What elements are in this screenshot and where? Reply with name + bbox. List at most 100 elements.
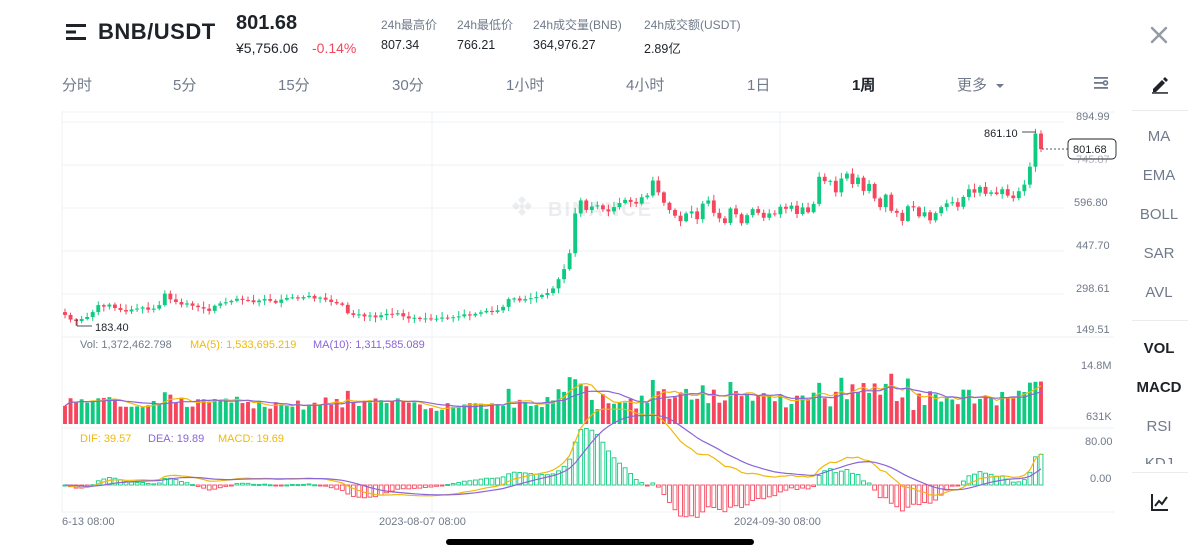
macd-histogram-bar (262, 483, 268, 486)
candle-body (617, 203, 622, 208)
macd-histogram-bar (911, 484, 916, 505)
macd-histogram-bar (389, 484, 395, 492)
indicator-vol[interactable]: VOL (1143, 340, 1175, 357)
volume-bar (806, 399, 811, 424)
candle-body (944, 203, 949, 208)
candle-body (972, 189, 977, 193)
indicator-rsi[interactable]: RSI (1146, 418, 1172, 435)
macd-histogram-bar (1027, 471, 1033, 486)
stat-label-24h-volume: 24h成交量(BNB) (533, 18, 622, 32)
volume-bar (989, 398, 994, 424)
candle-body (301, 297, 306, 299)
macd-histogram-bar (700, 484, 706, 513)
candlestick-series (63, 128, 1043, 326)
candle-body (1027, 166, 1032, 185)
macd-dif-legend: DIF: 39.57 (80, 433, 131, 445)
volume-bar (240, 403, 245, 424)
candle-body (978, 186, 982, 193)
macd-histogram-bar (960, 480, 966, 486)
tab-interval-1h[interactable]: 1小时 (506, 77, 545, 94)
volume-bar (218, 399, 223, 424)
macd-histogram-bar (428, 484, 434, 488)
close-icon[interactable] (1146, 22, 1172, 48)
current-price-tag[interactable]: 801.68 (1067, 138, 1117, 160)
volume-bar (767, 395, 772, 424)
candle-body (401, 313, 406, 317)
macd-histogram-bar (162, 478, 168, 486)
kline-chart[interactable]: BINANCE 861.10 183.40 801.68 894.99 745.… (0, 0, 1125, 535)
volume-bar (440, 409, 445, 424)
indicator-boll[interactable]: BOLL (1139, 206, 1179, 223)
candle-body (495, 310, 500, 313)
candle-body (1016, 191, 1021, 199)
macd-histogram-bar (306, 483, 312, 486)
candle-body (323, 297, 328, 300)
volume-bar (623, 402, 628, 424)
volume-bar (1011, 397, 1016, 424)
menu-icon[interactable] (64, 20, 88, 44)
macd-histogram-bar (672, 484, 678, 511)
candle-body (190, 303, 195, 306)
volume-bar (434, 410, 439, 424)
settings-icon[interactable] (1092, 74, 1110, 92)
volume-bar (74, 402, 79, 424)
candle-body (490, 310, 494, 313)
tab-interval-1w[interactable]: 1周 (852, 77, 876, 94)
home-indicator[interactable] (446, 539, 754, 545)
volume-bar (190, 406, 195, 424)
macd-histogram-bar (844, 469, 850, 486)
volume-bar (68, 398, 73, 424)
volume-bar (750, 400, 755, 424)
candle-body (528, 298, 533, 300)
candle-body (484, 310, 489, 313)
volume-bar (323, 397, 328, 424)
candle-body (667, 202, 672, 210)
macd-histogram-bar (295, 484, 301, 487)
volume-bar (778, 394, 783, 424)
tab-interval-5m[interactable]: 5分 (173, 77, 197, 94)
volume-bar (673, 397, 677, 424)
volume-bar (939, 401, 944, 424)
indicator-ema[interactable]: EMA (1142, 167, 1176, 184)
candle-body (478, 312, 483, 314)
x-tick-0: 6-13 08:00 (62, 516, 115, 528)
indicator-sar[interactable]: SAR (1143, 245, 1175, 262)
draw-tool-icon[interactable] (1150, 74, 1170, 94)
tab-interval-30m[interactable]: 30分 (392, 77, 424, 94)
volume-bar (972, 403, 977, 424)
volume-ma10-line (64, 385, 1042, 408)
stat-label-24h-turnover: 24h成交额(USDT) (644, 18, 741, 32)
chart-type-icon[interactable] (1150, 492, 1170, 512)
volume-bar (978, 398, 982, 424)
tab-interval-1d[interactable]: 1日 (747, 77, 771, 94)
current-price-value: 801.68 (1073, 144, 1107, 156)
trading-pair-title[interactable]: BNB/USDT (98, 19, 216, 44)
indicator-kdj[interactable]: KDJ (1144, 455, 1174, 464)
volume-bar (290, 406, 295, 424)
tab-interval-more[interactable]: 更多 (957, 74, 1005, 95)
macd-histogram-bar (495, 477, 500, 486)
candle-body (1000, 189, 1005, 195)
volume-bar (417, 404, 422, 424)
indicator-ma[interactable]: MA (1147, 128, 1171, 145)
volume-bar (772, 401, 777, 424)
tab-interval-timeline[interactable]: 分时 (62, 77, 93, 94)
tab-interval-15m[interactable]: 15分 (278, 77, 310, 94)
candle-body (90, 312, 95, 317)
indicator-avl[interactable]: AVL (1145, 284, 1173, 301)
candle-body (678, 215, 683, 222)
volume-bar (905, 378, 910, 424)
candle-body (112, 304, 117, 309)
macd-histogram-bar (777, 484, 783, 493)
macd-histogram-bar (223, 484, 229, 487)
volume-bar (101, 397, 106, 424)
volume-bar (429, 408, 433, 424)
candle-body (462, 314, 467, 317)
macd-histogram-bar (395, 484, 401, 490)
tab-interval-4h[interactable]: 4小时 (626, 77, 665, 94)
macd-histogram-bar (550, 473, 556, 486)
volume-bar (878, 394, 883, 424)
x-tick-2: 2024-09-30 08:00 (734, 516, 821, 528)
indicator-macd[interactable]: MACD (1136, 379, 1182, 396)
candle-body (390, 313, 395, 315)
